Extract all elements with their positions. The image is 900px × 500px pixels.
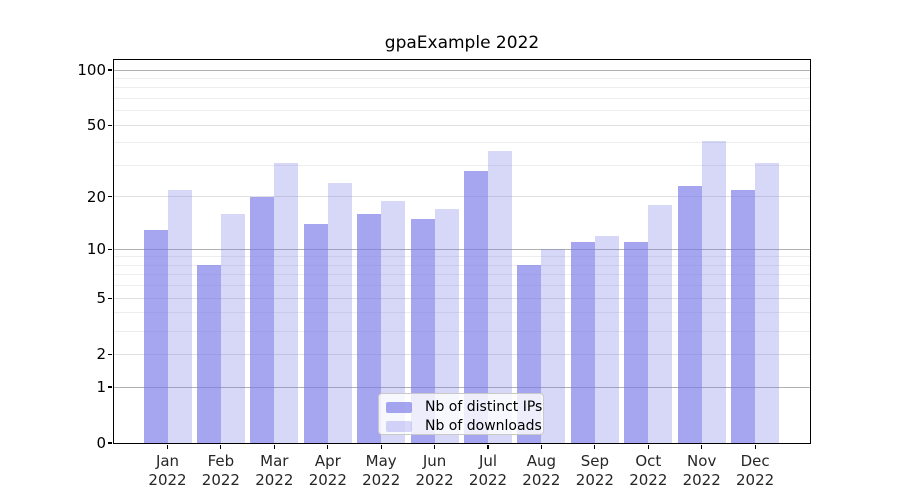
x-tick — [220, 444, 222, 449]
minor-gridline — [114, 312, 810, 314]
x-tick — [166, 444, 169, 449]
x-tick-label: Jul 2022 — [468, 452, 508, 489]
bar-distinct-ips — [624, 242, 649, 443]
minor-gridline — [114, 264, 810, 266]
chart-title: gpaExample 2022 — [384, 33, 540, 53]
y-tick — [107, 353, 112, 355]
x-tick — [273, 444, 275, 449]
y-tick-label: 50 — [86, 116, 106, 135]
y-tick — [107, 248, 112, 250]
bar-distinct-ips — [303, 224, 328, 443]
x-tick — [647, 444, 649, 449]
y-tick — [107, 297, 112, 299]
legend-row: Nb of downloads — [386, 417, 543, 435]
legend-label: Nb of distinct IPs — [425, 399, 543, 415]
plot-area: Nb of distinct IPs Nb of downloads — [113, 59, 811, 444]
x-tick-label: Apr 2022 — [308, 452, 347, 489]
y-tick-label: 1 — [96, 378, 106, 396]
gridline — [114, 196, 810, 198]
y-tick — [107, 442, 112, 444]
bar-distinct-ips — [731, 189, 756, 443]
bar-distinct-ips — [250, 196, 275, 443]
x-tick — [754, 444, 756, 449]
bar-distinct-ips — [143, 229, 168, 443]
gridline — [114, 124, 810, 126]
minor-gridline — [114, 77, 810, 79]
x-tick-label: Dec 2022 — [736, 452, 775, 489]
legend-swatch — [386, 401, 412, 413]
x-tick — [327, 444, 329, 449]
bar-downloads — [220, 214, 245, 443]
y-tick — [107, 196, 112, 198]
x-tick-label: Mar 2022 — [255, 452, 294, 489]
legend-swatch — [386, 420, 412, 432]
minor-gridline — [114, 110, 810, 112]
x-tick-label: May 2022 — [362, 452, 401, 489]
x-tick — [380, 444, 382, 449]
minor-gridline — [114, 98, 810, 99]
minor-gridline — [114, 87, 810, 89]
minor-gridline — [114, 330, 810, 332]
x-tick-label: Aug 2022 — [522, 452, 561, 489]
bar-distinct-ips — [357, 214, 382, 443]
x-tick-label: Nov 2022 — [682, 452, 721, 489]
gridline — [114, 353, 810, 355]
x-tick-label: Jun 2022 — [415, 452, 454, 489]
legend-row: Nb of distinct IPs — [386, 398, 543, 416]
bar-downloads — [594, 235, 619, 443]
x-tick-label: Feb 2022 — [201, 452, 240, 489]
x-tick-label: Sep 2022 — [575, 452, 614, 489]
minor-gridline — [114, 285, 810, 287]
x-tick — [701, 444, 703, 449]
minor-gridline — [114, 165, 810, 166]
x-tick — [540, 444, 542, 449]
minor-gridline — [114, 256, 810, 258]
minor-gridline — [114, 274, 810, 276]
x-tick-label: Jan 2022 — [148, 452, 187, 489]
y-tick-label: 0 — [96, 434, 106, 452]
bar-distinct-ips — [570, 242, 595, 443]
gridline — [114, 69, 810, 71]
gridline — [114, 386, 810, 388]
y-tick-label: 100 — [77, 61, 106, 79]
y-tick — [107, 124, 112, 126]
y-tick — [107, 69, 112, 71]
y-tick-label: 2 — [96, 345, 106, 364]
bar-distinct-ips — [677, 186, 702, 443]
bar-downloads — [701, 140, 726, 443]
y-tick-label: 5 — [96, 289, 106, 308]
bar-downloads — [755, 162, 780, 443]
bar-downloads — [541, 249, 566, 443]
x-tick — [434, 444, 436, 449]
x-tick — [487, 444, 489, 449]
y-tick-label: 10 — [86, 240, 106, 259]
gridline — [114, 248, 810, 250]
x-tick — [594, 444, 596, 449]
bar-downloads — [648, 205, 673, 443]
bar-downloads — [327, 182, 352, 443]
bar-downloads — [167, 189, 192, 443]
legend: Nb of distinct IPs Nb of downloads — [378, 393, 544, 435]
bar-distinct-ips — [196, 265, 221, 443]
legend-label: Nb of downloads — [425, 418, 542, 434]
y-tick-label: 20 — [86, 187, 106, 206]
x-tick-label: Oct 2022 — [629, 452, 668, 489]
bar-downloads — [274, 162, 299, 443]
y-tick — [107, 386, 112, 388]
minor-gridline — [114, 142, 810, 144]
gridline — [114, 297, 810, 299]
